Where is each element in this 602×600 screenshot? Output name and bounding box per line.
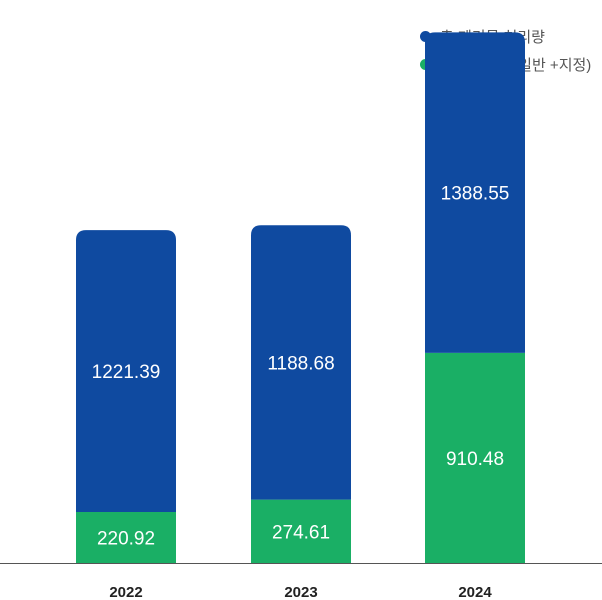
data-label-2022-total-waste: 1221.39 <box>92 362 161 383</box>
data-label-2024-total-waste: 1388.55 <box>441 184 510 205</box>
bar-segment-2022-total-waste <box>76 230 176 513</box>
x-tick-label-2023: 2023 <box>284 584 317 600</box>
bar-segment-2024-total-waste <box>425 32 525 353</box>
data-label-2023-total-waste: 1188.68 <box>267 353 334 374</box>
bar-segment-2023-total-waste <box>251 225 351 500</box>
bar-segment-2023-recycling <box>251 499 351 563</box>
data-label-2022-recycling: 220.92 <box>97 529 155 550</box>
x-tick-label-2024: 2024 <box>458 584 492 600</box>
data-label-2023-recycling: 274.61 <box>272 522 330 543</box>
data-label-2024-recycling: 910.48 <box>446 449 504 470</box>
legend-swatch-total-waste <box>420 30 431 42</box>
x-tick-label-2022: 2022 <box>109 584 142 600</box>
bar-segment-2024-recycling <box>425 352 525 563</box>
bar-segment-2022-recycling <box>76 512 176 563</box>
